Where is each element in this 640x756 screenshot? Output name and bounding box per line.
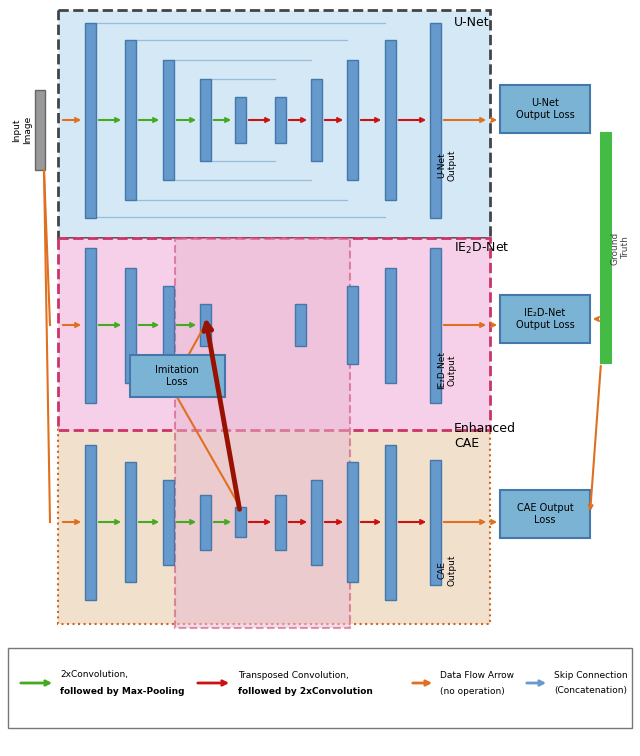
- Bar: [500, 295, 590, 343]
- Text: (no operation): (no operation): [440, 686, 505, 696]
- Bar: [385, 268, 396, 383]
- Bar: [275, 495, 286, 550]
- Bar: [347, 462, 358, 582]
- Bar: [200, 495, 211, 550]
- Bar: [385, 40, 396, 200]
- Text: Input
Image: Input Image: [12, 116, 32, 144]
- Bar: [130, 355, 225, 397]
- Bar: [125, 268, 136, 383]
- Bar: [235, 507, 246, 537]
- Bar: [200, 79, 211, 161]
- Text: U-Net
Output: U-Net Output: [437, 149, 457, 181]
- Bar: [85, 445, 96, 600]
- Bar: [311, 79, 322, 161]
- Bar: [35, 90, 45, 170]
- Bar: [385, 445, 396, 600]
- Text: followed by Max-Pooling: followed by Max-Pooling: [60, 686, 184, 696]
- Bar: [163, 286, 174, 364]
- Text: (Concatenation): (Concatenation): [554, 686, 627, 696]
- Bar: [125, 462, 136, 582]
- Bar: [8, 648, 632, 728]
- Text: CAE
Output: CAE Output: [437, 554, 457, 586]
- Bar: [125, 40, 136, 200]
- Bar: [85, 23, 96, 218]
- Bar: [58, 238, 490, 430]
- Text: U-Net
Output Loss: U-Net Output Loss: [516, 98, 574, 119]
- Text: CAE Output
Loss: CAE Output Loss: [516, 503, 573, 525]
- Text: Enhanced
CAE: Enhanced CAE: [454, 422, 516, 450]
- Text: Ground
Truth: Ground Truth: [611, 231, 630, 265]
- Bar: [430, 460, 441, 585]
- Text: IE$_2$D-Net: IE$_2$D-Net: [454, 240, 509, 256]
- Bar: [601, 133, 611, 363]
- Bar: [295, 304, 306, 346]
- Text: U-Net: U-Net: [454, 16, 490, 29]
- Bar: [58, 428, 490, 624]
- Text: IE₂D-Net
Output Loss: IE₂D-Net Output Loss: [516, 308, 574, 330]
- Bar: [347, 60, 358, 180]
- Bar: [500, 490, 590, 538]
- Bar: [58, 10, 490, 238]
- Bar: [200, 304, 211, 346]
- Bar: [85, 248, 96, 403]
- Bar: [347, 286, 358, 364]
- Text: IE₂D-Net
Output: IE₂D-Net Output: [437, 351, 457, 389]
- Bar: [175, 238, 350, 628]
- Bar: [163, 480, 174, 565]
- Text: Transposed Convolution,: Transposed Convolution,: [238, 671, 349, 680]
- Text: followed by 2xConvolution: followed by 2xConvolution: [238, 686, 373, 696]
- Bar: [430, 23, 441, 218]
- Bar: [235, 97, 246, 143]
- Bar: [275, 97, 286, 143]
- Bar: [430, 248, 441, 403]
- Text: Imitation
Loss: Imitation Loss: [155, 365, 199, 387]
- Text: Skip Connection: Skip Connection: [554, 671, 628, 680]
- Text: 2xConvolution,: 2xConvolution,: [60, 671, 128, 680]
- Bar: [500, 85, 590, 133]
- Bar: [163, 60, 174, 180]
- Text: Data Flow Arrow: Data Flow Arrow: [440, 671, 514, 680]
- Bar: [311, 480, 322, 565]
